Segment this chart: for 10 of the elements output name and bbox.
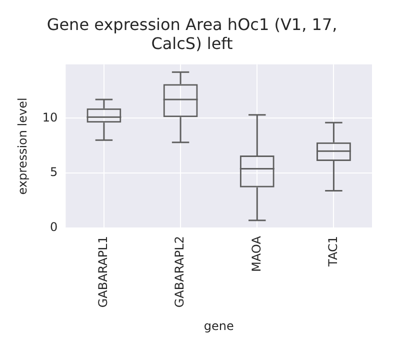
y-axis-title: expression level — [15, 98, 30, 195]
x-tick-label: GABARAPL1 — [96, 236, 110, 308]
chart-title: Gene expression Area hOc1 (V1, 17, CalcS) left — [46, 14, 338, 53]
y-tick-label: 0 — [50, 220, 58, 234]
y-tick-label: 10 — [42, 110, 58, 124]
x-axis-title: gene — [204, 318, 234, 333]
y-tick-label: 5 — [50, 165, 58, 180]
x-tick-label: GABARAPL2 — [172, 236, 187, 308]
x-tick-label: MAOA — [249, 235, 264, 272]
x-tick-label: TAC1 — [326, 236, 340, 268]
